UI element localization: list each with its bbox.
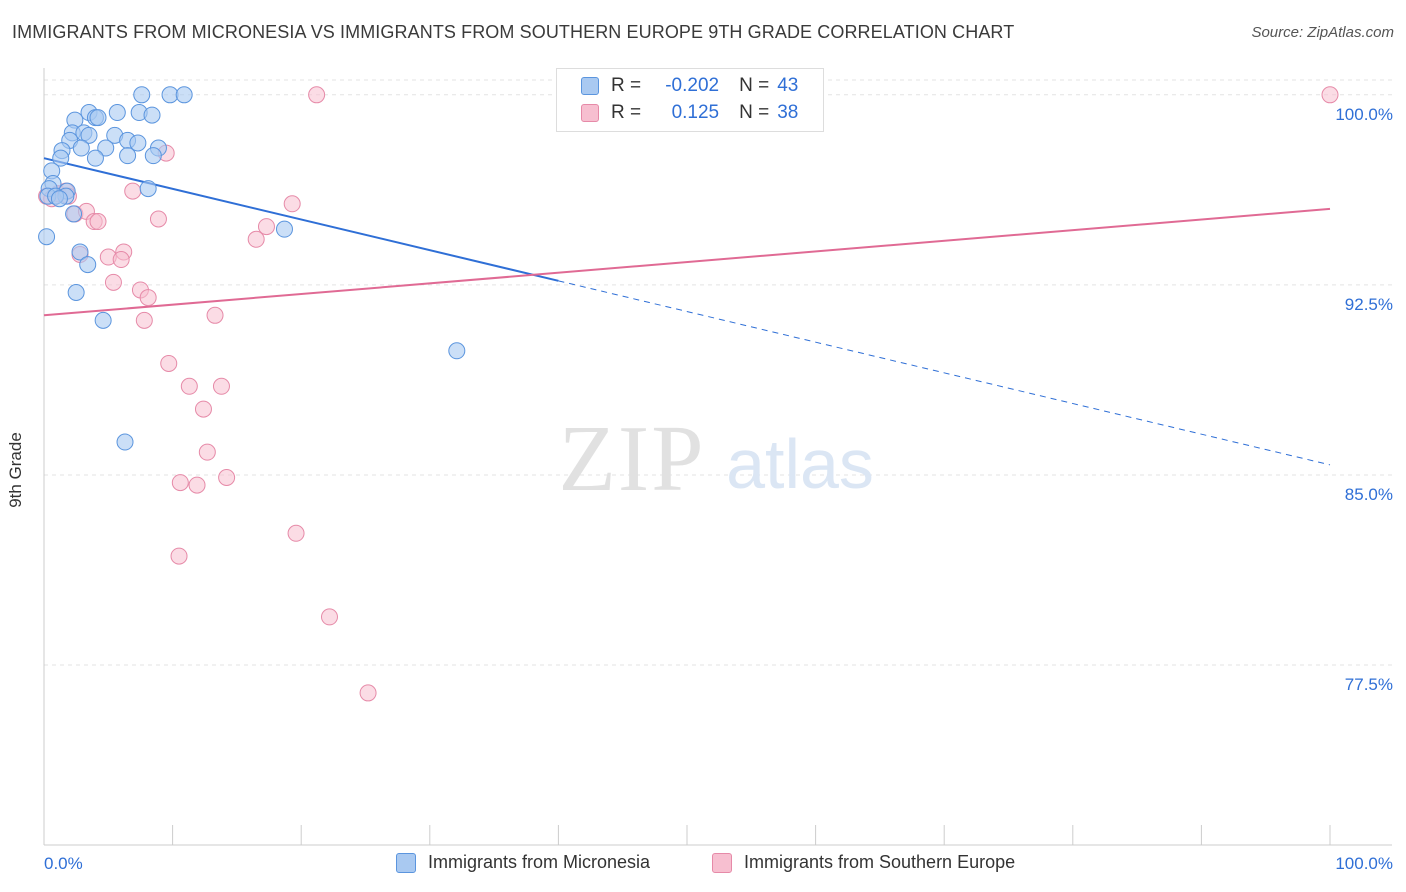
micronesia-point	[448, 342, 466, 360]
micronesia-point	[116, 433, 134, 451]
southern-europe-point	[171, 474, 189, 492]
micronesia-point	[108, 104, 126, 122]
micronesia-point	[38, 228, 56, 246]
micronesia-point	[133, 86, 151, 104]
southern-europe-point	[194, 400, 212, 418]
micronesia-point	[143, 106, 161, 124]
southern-europe-swatch	[581, 104, 599, 122]
micronesia-trend-extension	[558, 280, 1331, 466]
micronesia-points	[38, 86, 466, 451]
legend-item-micronesia: Immigrants from Micronesia	[396, 852, 650, 873]
southern-europe-point	[170, 547, 188, 565]
y-axis-label: 9th Grade	[6, 432, 25, 508]
n-label: N =	[739, 75, 770, 96]
n-value: 43	[777, 75, 799, 96]
correlation-legend: R = -0.202 N = 43 R = 0.125 N = 38	[556, 68, 824, 132]
southern-europe-point	[139, 289, 157, 307]
southern-europe-point	[283, 195, 301, 213]
source-credit: Source: ZipAtlas.com	[1251, 24, 1394, 41]
watermark: ZIP atlas	[559, 407, 874, 511]
legend-item-southern-europe: Immigrants from Southern Europe	[712, 852, 1015, 873]
micronesia-point	[50, 190, 68, 208]
southern-europe-point	[180, 377, 198, 395]
r-label: R =	[611, 102, 642, 123]
micronesia-point	[72, 139, 90, 157]
southern-europe-point	[149, 210, 167, 228]
southern-europe-point	[1321, 86, 1339, 104]
tick-labels: 100.0% 92.5% 85.0% 77.5% 0.0% 100.0%	[44, 105, 1393, 873]
y-tick-label: 100.0%	[1335, 105, 1393, 124]
legend-row-micronesia: R = -0.202 N = 43	[581, 75, 798, 97]
x-tick-label: 0.0%	[44, 854, 83, 873]
southern-europe-point	[287, 524, 305, 542]
southern-europe-point	[104, 273, 122, 291]
micronesia-point	[161, 86, 179, 104]
y-tick-label: 77.5%	[1345, 675, 1393, 694]
y-tick-label: 85.0%	[1345, 485, 1393, 504]
micronesia-point	[86, 149, 104, 167]
watermark-zip: ZIP	[559, 407, 706, 511]
southern-europe-points	[38, 86, 1339, 702]
micronesia-point	[80, 126, 98, 144]
n-value: 38	[777, 102, 799, 123]
legend-row-southern-europe: R = 0.125 N = 38	[581, 102, 798, 124]
southern-europe-point	[218, 469, 236, 487]
micronesia-point	[67, 283, 85, 301]
southern-europe-point	[198, 443, 216, 461]
southern-europe-point	[206, 306, 224, 324]
micronesia-point	[65, 205, 83, 223]
southern-europe-point	[89, 213, 107, 231]
watermark-atlas: atlas	[726, 425, 874, 503]
southern-europe-point	[257, 218, 275, 236]
micronesia-point	[175, 86, 193, 104]
chart-title: IMMIGRANTS FROM MICRONESIA VS IMMIGRANTS…	[12, 22, 1015, 42]
micronesia-point	[97, 139, 115, 157]
micronesia-point	[89, 109, 107, 127]
micronesia-swatch	[396, 852, 416, 873]
y-tick-label: 92.5%	[1345, 295, 1393, 314]
southern-europe-point	[135, 311, 153, 329]
micronesia-point	[71, 243, 89, 261]
r-label: R =	[611, 75, 642, 96]
southern-europe-swatch	[712, 852, 732, 873]
southern-europe-point	[308, 86, 326, 104]
micronesia-trend-line	[43, 157, 559, 282]
southern-europe-point	[359, 684, 377, 702]
r-value: -0.202	[665, 75, 720, 96]
micronesia-point	[94, 311, 112, 329]
r-value: 0.125	[671, 102, 720, 123]
axes	[43, 68, 1392, 846]
micronesia-point	[275, 220, 293, 238]
micronesia-point	[144, 147, 162, 165]
southern-europe-point	[124, 182, 142, 200]
micronesia-point	[79, 256, 97, 274]
southern-europe-point	[112, 251, 130, 269]
southern-europe-point	[188, 476, 206, 494]
trend-lines	[43, 157, 1331, 466]
micronesia-point	[129, 134, 147, 152]
series-legend: Immigrants from Micronesia Immigrants fr…	[0, 852, 1406, 876]
micronesia-swatch	[581, 77, 599, 95]
southern-europe-trend-line	[43, 207, 1331, 317]
n-label: N =	[739, 102, 770, 123]
micronesia-point	[139, 180, 157, 198]
legend-label: Immigrants from Micronesia	[428, 852, 651, 872]
southern-europe-point	[320, 608, 338, 626]
southern-europe-point	[247, 230, 265, 248]
gridlines	[44, 79, 1392, 666]
southern-europe-point	[160, 354, 178, 372]
micronesia-point	[52, 149, 70, 167]
southern-europe-point	[212, 377, 230, 395]
micronesia-point	[119, 147, 137, 165]
x-tick-label: 100.0%	[1335, 854, 1393, 873]
legend-label: Immigrants from Southern Europe	[744, 852, 1016, 872]
